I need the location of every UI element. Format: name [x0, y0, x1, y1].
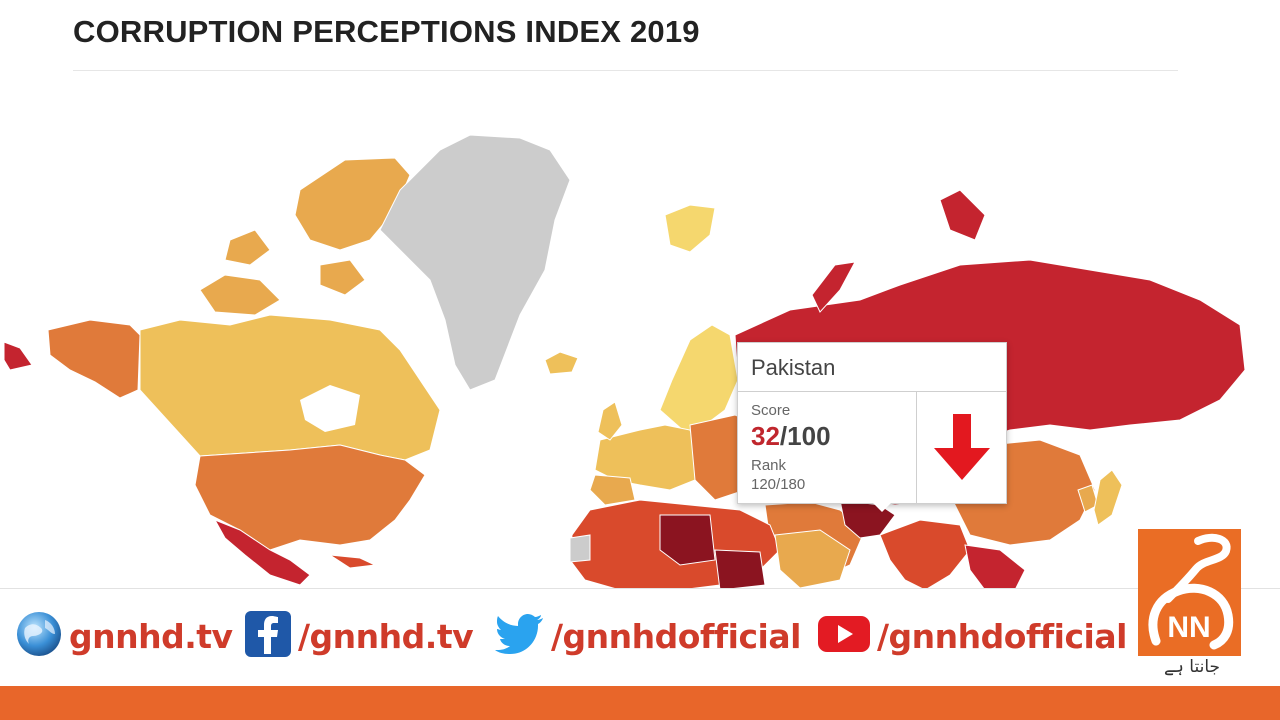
region-libya[interactable]	[659, 514, 716, 566]
region-greenland[interactable]	[379, 134, 571, 391]
twitter-text: /gnnhdofficial	[551, 616, 801, 656]
region-svalbard[interactable]	[664, 204, 716, 253]
region-western-sahara[interactable]	[569, 534, 591, 563]
youtube-link[interactable]: /gnnhdofficial	[817, 611, 1127, 661]
tooltip-divider	[738, 391, 1006, 392]
tooltip-country-name: Pakistan	[751, 355, 836, 380]
country-tooltip: Pakistan Score 32/100 Rank 120/180	[737, 342, 1007, 512]
region-mexico[interactable]	[213, 519, 311, 586]
facebook-icon	[244, 610, 292, 663]
website-text: gnnhd.tv	[69, 616, 233, 656]
twitter-link[interactable]: /gnnhdofficial	[495, 611, 801, 661]
region-arabian-peninsula[interactable]	[774, 529, 851, 589]
social-footer-band	[0, 588, 1280, 686]
region-india[interactable]	[879, 519, 971, 590]
tooltip-divider-vertical	[916, 391, 917, 504]
bottom-accent-bar	[0, 686, 1280, 720]
tooltip-pointer	[873, 503, 891, 512]
facebook-link[interactable]: /gnnhd.tv	[244, 610, 474, 663]
tooltip-score-value: 32/100	[751, 421, 831, 452]
region-southeast-asia[interactable]	[964, 544, 1026, 590]
region-canada-arctic-islands[interactable]	[199, 157, 411, 316]
region-iberia[interactable]	[589, 474, 636, 506]
svg-text:NN: NN	[1167, 611, 1210, 644]
youtube-icon	[817, 614, 871, 659]
title-divider	[73, 70, 1178, 71]
score-total: /100	[779, 421, 831, 451]
region-alaska-west-tip[interactable]	[3, 341, 33, 371]
gnn-logo: NN	[1138, 529, 1241, 656]
region-sudan[interactable]	[714, 549, 766, 590]
youtube-text: /gnnhdofficial	[877, 616, 1127, 656]
globe-icon	[15, 610, 63, 663]
page-title: CORRUPTION PERCEPTIONS INDEX 2019	[73, 14, 700, 49]
score-number: 32	[751, 421, 780, 451]
region-usa[interactable]	[194, 444, 426, 551]
region-severnaya-zemlya[interactable]	[939, 189, 986, 241]
region-canada[interactable]	[139, 314, 441, 461]
region-hudson-bay	[300, 385, 360, 432]
region-scandinavia[interactable]	[659, 324, 739, 433]
tooltip-rank-label: Rank	[751, 457, 787, 474]
logo-tagline: جانتا ہے	[1163, 657, 1221, 677]
region-alaska[interactable]	[47, 319, 141, 399]
region-caribbean[interactable]	[329, 554, 377, 569]
region-japan[interactable]	[1093, 469, 1123, 526]
region-novaya-zemlya[interactable]	[811, 261, 856, 313]
tooltip-score-label: Score	[751, 402, 791, 419]
region-uk[interactable]	[597, 401, 623, 441]
tooltip-rank-value: 120/180	[751, 476, 806, 493]
down-arrow-icon	[917, 392, 1007, 504]
website-link[interactable]: gnnhd.tv	[15, 611, 233, 661]
region-iceland[interactable]	[544, 351, 579, 375]
twitter-icon	[495, 612, 545, 661]
world-map	[3, 134, 1246, 590]
facebook-text: /gnnhd.tv	[298, 616, 474, 656]
